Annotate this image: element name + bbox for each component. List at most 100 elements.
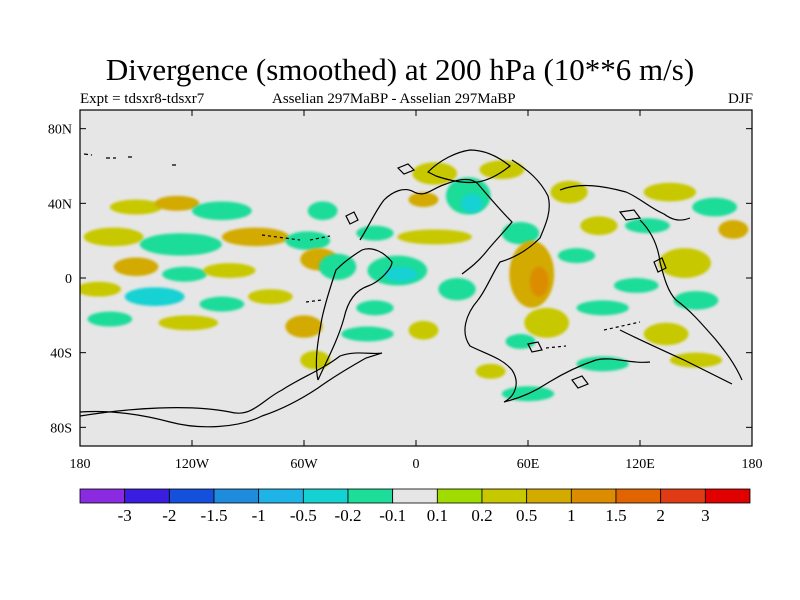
axes: 80N 40N 0 40S 80S 180 120W 60W 0 60E 120E 180 bbox=[48, 110, 763, 472]
field-blob bbox=[673, 291, 719, 310]
coastline-north-america bbox=[359, 178, 513, 275]
field-blob bbox=[643, 322, 689, 346]
field-blob bbox=[475, 363, 506, 379]
colorbar-label: 2 bbox=[656, 506, 665, 525]
field-blob bbox=[479, 160, 525, 180]
field-blob bbox=[658, 248, 711, 278]
field-blob bbox=[438, 278, 476, 301]
coastline-dashes-3 bbox=[305, 299, 641, 349]
field-blob bbox=[80, 281, 122, 297]
island-6 bbox=[345, 211, 359, 225]
period-label: Asselian 297MaBP - Asselian 297MaBP bbox=[272, 91, 516, 107]
island-2 bbox=[653, 257, 667, 273]
coastline-tethys-east bbox=[639, 219, 743, 381]
coastline-greenland bbox=[426, 149, 511, 184]
colorbar-swatch bbox=[258, 488, 304, 504]
season-label: DJF bbox=[727, 91, 753, 107]
colorbar-label: 1 bbox=[567, 506, 576, 525]
colorbar-label: 1.5 bbox=[605, 506, 626, 525]
field-blob bbox=[139, 233, 222, 256]
field-blob bbox=[113, 257, 159, 277]
field-blob bbox=[384, 266, 418, 282]
colorbar-swatch bbox=[347, 488, 394, 504]
colorbar-label: 0.2 bbox=[471, 506, 492, 525]
lon-tick-label: 60E bbox=[517, 457, 540, 472]
colorbar-swatch bbox=[436, 488, 483, 504]
colorbar-label: -2 bbox=[162, 506, 176, 525]
field-blob bbox=[199, 296, 245, 312]
field-blob bbox=[285, 231, 331, 251]
lon-tick-label: 180 bbox=[742, 457, 763, 472]
lat-tick-label: 80N bbox=[48, 123, 72, 138]
field-blob bbox=[408, 192, 439, 208]
field-blob bbox=[625, 218, 670, 234]
experiment-label: Expt = tdsxr8-tdsxr7 bbox=[80, 91, 205, 107]
colorbar-label: -3 bbox=[118, 506, 132, 525]
coastline-south-america bbox=[315, 248, 393, 381]
field-blob bbox=[529, 266, 549, 297]
field-blob bbox=[87, 311, 133, 327]
coastline-antarctica bbox=[80, 352, 383, 428]
field-blob bbox=[192, 201, 252, 221]
field-blob bbox=[124, 287, 185, 306]
field-blob bbox=[718, 220, 749, 239]
coastlines bbox=[80, 149, 743, 428]
field-blob bbox=[501, 222, 540, 245]
lat-tick-label: 80S bbox=[50, 421, 72, 436]
lat-tick-label: 40S bbox=[50, 347, 72, 362]
island-3 bbox=[618, 209, 642, 221]
colorbar-swatch bbox=[704, 488, 751, 504]
colorbar-label: 0.1 bbox=[427, 506, 448, 525]
field-blob bbox=[221, 227, 290, 247]
field-blob bbox=[285, 315, 323, 338]
lon-tick-label: 60W bbox=[290, 457, 318, 472]
field-blob bbox=[643, 182, 696, 202]
colorbar-swatch bbox=[481, 488, 528, 504]
coastline-south-gondwana bbox=[619, 329, 733, 385]
field-blob bbox=[669, 352, 723, 368]
field-blob bbox=[356, 225, 394, 241]
colorbar-swatch bbox=[124, 488, 170, 504]
field-blob bbox=[580, 216, 618, 236]
colorbar-swatch bbox=[615, 488, 662, 504]
colorbar-label: -0.5 bbox=[290, 506, 317, 525]
colorbar-swatch bbox=[392, 488, 438, 504]
colorbar-label: 0.5 bbox=[516, 506, 537, 525]
field-blob bbox=[524, 307, 570, 338]
colorbar-swatch bbox=[168, 488, 215, 504]
field-blob bbox=[83, 227, 144, 247]
coastline-dashes-2 bbox=[261, 234, 331, 241]
colorbar-swatch bbox=[213, 488, 260, 504]
coastline-asia bbox=[559, 184, 691, 221]
field-blob bbox=[505, 334, 536, 349]
field-blob bbox=[356, 300, 394, 316]
island-5 bbox=[527, 341, 543, 353]
field-blob bbox=[408, 320, 439, 340]
colorbar-label: 3 bbox=[701, 506, 710, 525]
lon-tick-label: 120W bbox=[175, 457, 210, 472]
lat-tick-label: 0 bbox=[65, 272, 72, 287]
field-blob bbox=[307, 201, 338, 221]
field-blob bbox=[300, 350, 331, 370]
colorbar-label: -0.2 bbox=[335, 506, 362, 525]
field-blob bbox=[341, 326, 394, 342]
chart-title: Divergence (smoothed) at 200 hPa (10**6 … bbox=[105, 52, 695, 87]
field-blob bbox=[613, 278, 659, 293]
colorbar: -3 -2 -1.5 -1 -0.5 -0.2 -0.1 0.1 0.2 0.5 1 1.5 2 3 bbox=[79, 488, 751, 525]
colorbar-label: -1 bbox=[252, 506, 266, 525]
field-blob bbox=[203, 263, 256, 278]
colorbar-swatch bbox=[526, 488, 572, 504]
lon-tick-label: 0 bbox=[413, 457, 420, 472]
island-4 bbox=[571, 375, 589, 389]
colorbar-label: -0.1 bbox=[379, 506, 406, 525]
field-blob bbox=[397, 229, 472, 245]
island-1 bbox=[396, 163, 416, 175]
coastline-gondwana bbox=[464, 299, 651, 403]
field-blob bbox=[109, 199, 163, 215]
field-blob bbox=[162, 266, 207, 282]
field-blob bbox=[248, 289, 293, 305]
field-blob bbox=[154, 195, 200, 211]
colorbar-swatch bbox=[570, 488, 617, 504]
lon-tick-label: 120E bbox=[625, 457, 655, 472]
